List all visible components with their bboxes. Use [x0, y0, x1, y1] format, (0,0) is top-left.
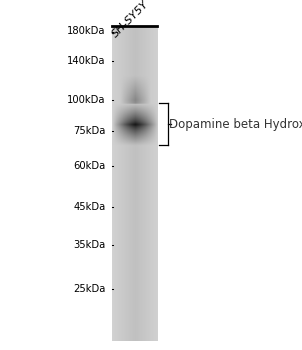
Text: 60kDa: 60kDa — [73, 161, 106, 171]
Text: 45kDa: 45kDa — [73, 202, 106, 211]
Text: Dopamine beta Hydroxylase: Dopamine beta Hydroxylase — [169, 118, 302, 131]
Text: 25kDa: 25kDa — [73, 284, 106, 294]
Text: SH-SY5Y: SH-SY5Y — [111, 0, 151, 40]
Text: 100kDa: 100kDa — [67, 95, 106, 105]
Text: 35kDa: 35kDa — [73, 240, 106, 250]
Text: 75kDa: 75kDa — [73, 126, 106, 136]
Text: 140kDa: 140kDa — [67, 56, 106, 66]
Text: 180kDa: 180kDa — [67, 27, 106, 36]
